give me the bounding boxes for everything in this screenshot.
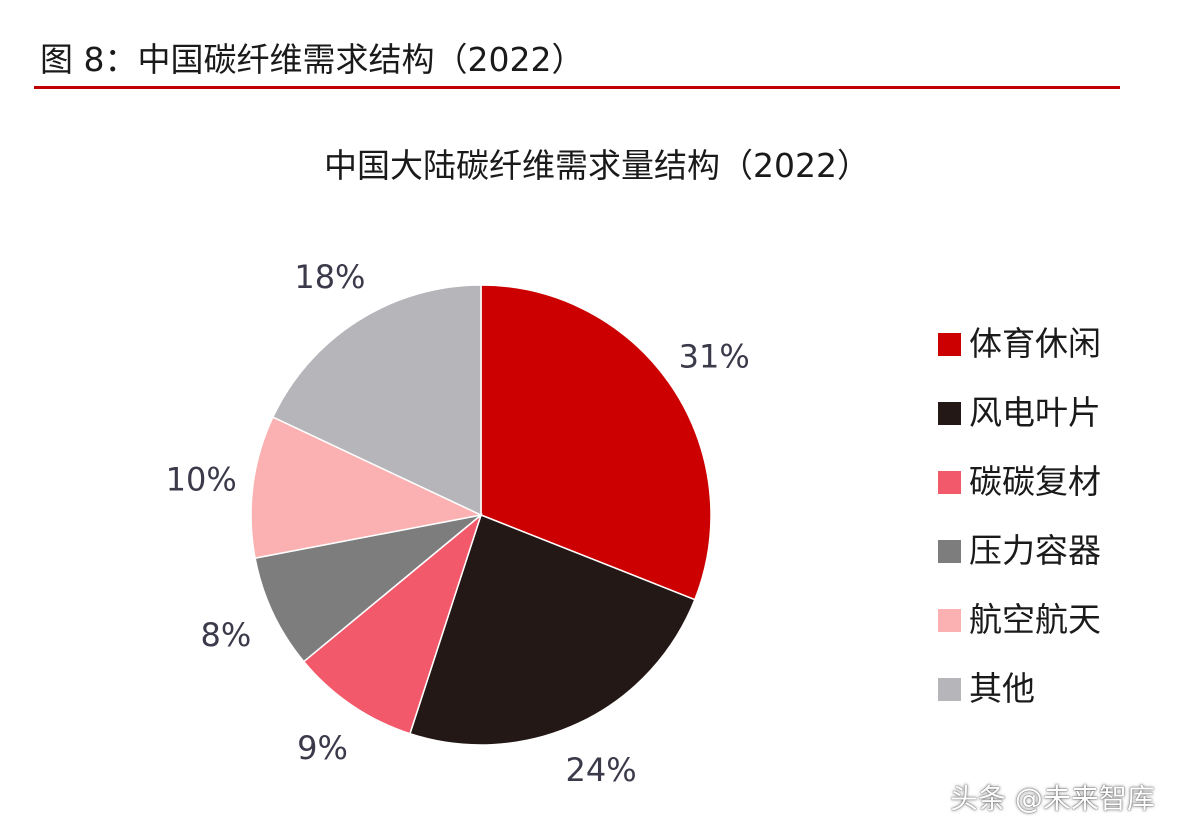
- legend-item-3: 碳碳复材: [938, 460, 1101, 504]
- legend-label: 碳碳复材: [969, 462, 1101, 501]
- legend-label: 压力容器: [969, 531, 1101, 570]
- data-label-2: 24%: [566, 751, 637, 789]
- legend-swatch: [938, 539, 961, 563]
- pie-slice-6: [271, 284, 482, 517]
- legend-label: 风电叶片: [969, 393, 1101, 432]
- data-label-6: 18%: [294, 258, 365, 296]
- data-label-3: 9%: [297, 729, 348, 767]
- legend-swatch: [938, 608, 961, 632]
- legend-item-1: 体育休闲: [938, 322, 1101, 366]
- legend-item-4: 压力容器: [938, 529, 1101, 573]
- data-label-1: 31%: [679, 337, 750, 375]
- title-divider: [34, 86, 1120, 89]
- legend-swatch: [938, 677, 961, 701]
- watermark: 头条 @未来智库: [950, 782, 1155, 815]
- data-label-5: 10%: [166, 461, 237, 499]
- legend-swatch: [938, 470, 961, 494]
- legend-item-5: 航空航天: [938, 598, 1101, 642]
- pie-slice-3: [302, 512, 483, 735]
- legend-item-6: 其他: [938, 667, 1035, 711]
- legend-swatch: [938, 332, 961, 356]
- data-label-4: 8%: [200, 616, 251, 654]
- legend-swatch: [938, 401, 961, 425]
- legend-item-2: 风电叶片: [938, 391, 1101, 435]
- figure-title: 图 8：中国碳纤维需求结构（2022）: [40, 40, 585, 79]
- legend-label: 航空航天: [969, 600, 1101, 639]
- legend-label: 体育休闲: [969, 324, 1101, 363]
- pie-slice-4: [254, 514, 482, 663]
- pie-slice-2: [408, 514, 696, 746]
- legend-label: 其他: [969, 669, 1035, 708]
- pie-slice-1: [480, 284, 712, 601]
- pie-slice-5: [250, 416, 484, 559]
- chart-title: 中国大陆碳纤维需求量结构（2022）: [324, 146, 870, 185]
